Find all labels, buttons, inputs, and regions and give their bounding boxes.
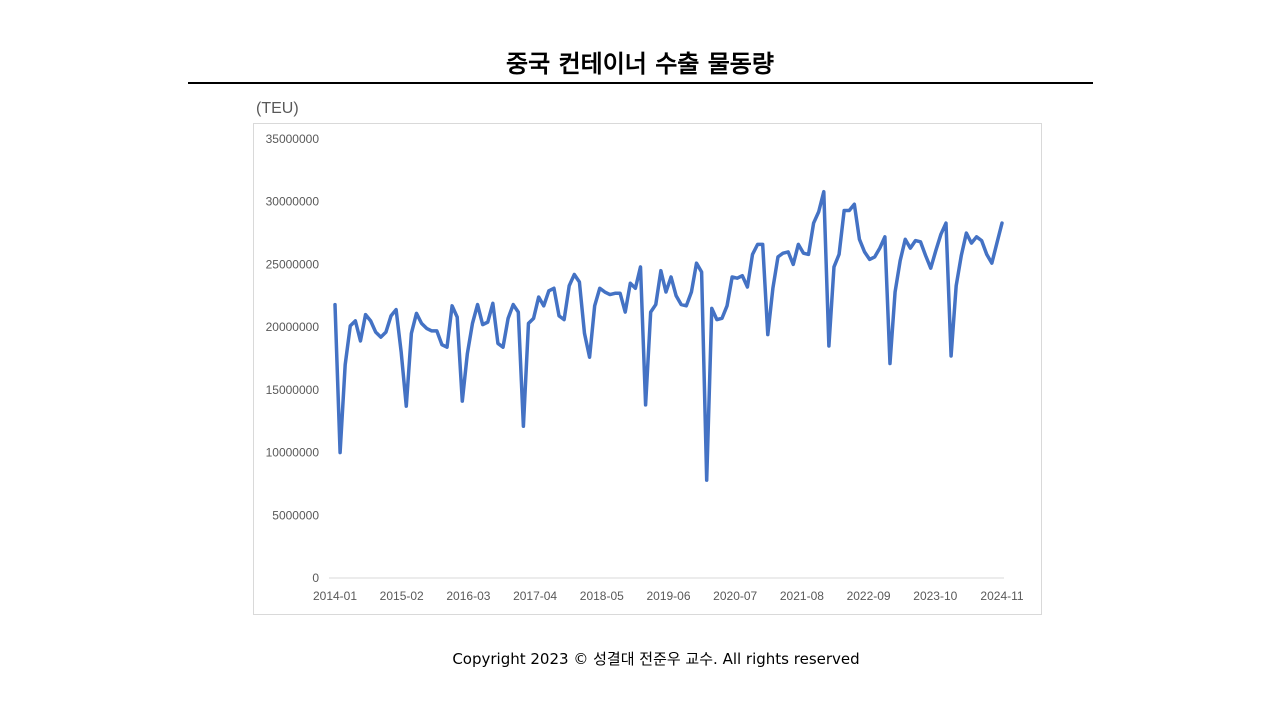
x-tick-label: 2014-01 [313, 589, 357, 603]
x-tick-label: 2020-07 [713, 589, 757, 603]
page-title: 중국 컨테이너 수출 물동량 [506, 50, 774, 78]
y-tick-label: 20000000 [266, 320, 320, 334]
x-tick-label: 2024-11 [980, 589, 1023, 603]
title-divider [188, 82, 1093, 84]
y-tick-label: 5000000 [272, 508, 319, 522]
x-tick-label: 2023-10 [913, 589, 957, 603]
x-tick-label: 2022-09 [847, 589, 891, 603]
x-tick-label: 2016-03 [446, 589, 490, 603]
x-tick-label: 2019-06 [646, 589, 690, 603]
x-tick-label: 2021-08 [780, 589, 824, 603]
y-tick-label: 25000000 [266, 257, 320, 271]
copyright-footer: Copyright 2023 © 성결대 전준우 교수. All rights … [452, 650, 860, 668]
series-line [333, 189, 1004, 482]
y-tick-label: 15000000 [266, 383, 320, 397]
y-tick-label: 35000000 [266, 132, 320, 146]
y-tick-label: 0 [312, 571, 319, 585]
x-tick-label: 2015-02 [380, 589, 424, 603]
y-tick-label: 30000000 [266, 195, 320, 209]
y-axis-unit-label: (TEU) [256, 100, 299, 117]
x-tick-label: 2018-05 [580, 589, 624, 603]
y-tick-label: 10000000 [266, 446, 320, 460]
x-tick-label: 2017-04 [513, 589, 557, 603]
